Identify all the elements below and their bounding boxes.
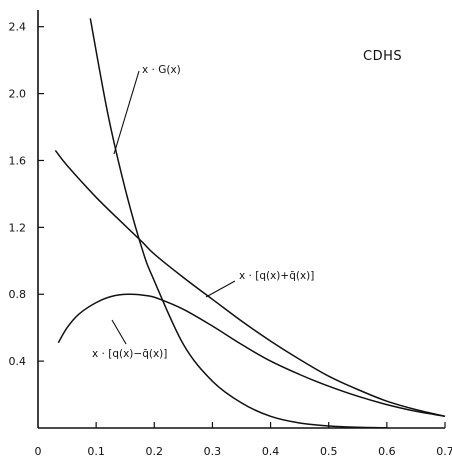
y-tick-label: 1.2 [9, 221, 27, 234]
leader-line-gluon [113, 70, 140, 155]
leader-line-valence [111, 319, 127, 345]
x-tick-label: 0.1 [87, 445, 105, 458]
x-tick-label: 0 [35, 445, 42, 458]
curve-gluon [89, 18, 387, 429]
series-label-valence: x · [q(x)−q̄(x)] [92, 348, 167, 360]
x-tick-label: 0.2 [146, 445, 164, 458]
y-tick-label: 0.4 [9, 355, 27, 368]
x-tick-label: 0.6 [378, 445, 396, 458]
curves [54, 18, 446, 429]
x-tick-label: 0.7 [436, 445, 452, 458]
tick-marks [38, 26, 446, 428]
curve-valence [57, 293, 446, 418]
chart-title: CDHS [363, 49, 402, 64]
tick-labels: 0 0.1 0.2 0.3 0.4 0.5 0.6 0.7 0.4 0.8 1.2 1.6 2.0 2.4 [9, 21, 452, 458]
axes [37, 10, 445, 429]
series-label-gluon: x · G(x) [142, 64, 181, 76]
y-tick-label: 0.8 [9, 288, 27, 301]
x-tick-label: 0.4 [262, 445, 280, 458]
leader-line-singlet [205, 280, 236, 298]
series-label-singlet: x · [q(x)+q̄(x)] [239, 270, 314, 282]
x-tick-label: 0.5 [320, 445, 338, 458]
curve-singlet [54, 149, 446, 418]
y-tick-label: 2.4 [9, 21, 27, 34]
y-tick-label: 2.0 [9, 88, 27, 101]
x-tick-label: 0.3 [204, 445, 222, 458]
annotations: CDHS x · G(x) x · [q(x)+q̄(x)] x · [q(x)… [92, 49, 402, 360]
y-tick-label: 1.6 [9, 154, 27, 167]
